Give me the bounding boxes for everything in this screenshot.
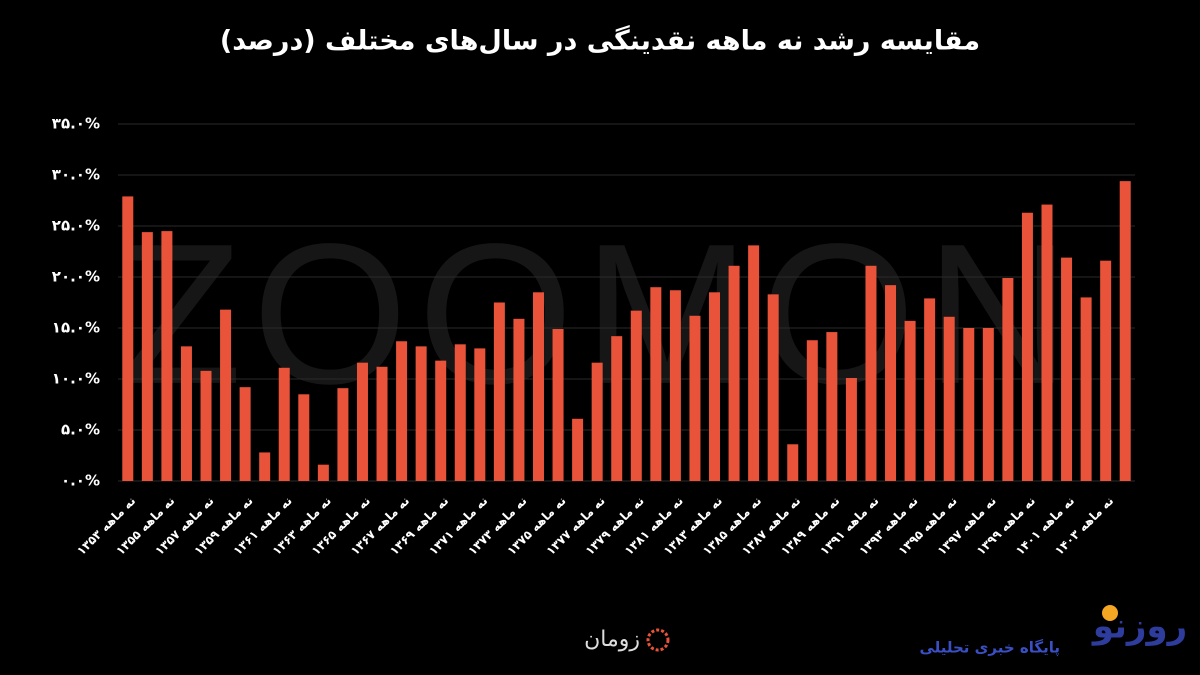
bar bbox=[767, 294, 779, 481]
bar bbox=[1119, 181, 1131, 481]
bar bbox=[963, 328, 975, 481]
bar bbox=[259, 452, 271, 481]
bar bbox=[1061, 257, 1073, 481]
bar bbox=[493, 302, 505, 481]
bar bbox=[356, 362, 368, 481]
brand-name: زومان bbox=[584, 627, 640, 652]
bar bbox=[239, 387, 251, 481]
bar bbox=[1021, 212, 1033, 482]
y-tick-label: ۳۰.۰% bbox=[52, 166, 100, 184]
y-tick-label: ۱۵.۰% bbox=[52, 319, 100, 337]
bar bbox=[1080, 297, 1092, 481]
y-tick-label: ۲۰.۰% bbox=[52, 268, 100, 286]
bar bbox=[317, 464, 329, 481]
bar bbox=[552, 329, 564, 481]
bar bbox=[943, 316, 955, 481]
bar bbox=[787, 444, 799, 481]
bar bbox=[200, 370, 212, 481]
brand-icon bbox=[646, 628, 670, 652]
bar bbox=[161, 231, 173, 481]
bar bbox=[376, 366, 388, 481]
bar bbox=[415, 346, 427, 481]
y-tick-label: ۰.۰% bbox=[61, 472, 100, 490]
bar bbox=[591, 362, 603, 481]
chart-title: مقایسه رشد نه ماهه نقدینگی در سال‌های مخ… bbox=[220, 25, 980, 57]
bar bbox=[689, 315, 701, 481]
y-tick-label: ۱۰.۰% bbox=[52, 370, 100, 388]
bar bbox=[709, 292, 721, 481]
bar bbox=[924, 298, 936, 481]
bar bbox=[122, 196, 134, 482]
y-tick-label: ۵.۰% bbox=[61, 421, 100, 439]
bar bbox=[669, 290, 681, 481]
y-tick-label: ۳۵.۰% bbox=[52, 115, 100, 133]
bar bbox=[220, 309, 232, 481]
bar bbox=[337, 388, 349, 481]
bar bbox=[141, 232, 153, 481]
bar bbox=[396, 341, 408, 481]
bar bbox=[278, 367, 290, 481]
bar bbox=[630, 310, 642, 481]
bar bbox=[865, 265, 877, 481]
bar bbox=[513, 318, 525, 481]
bar bbox=[806, 340, 818, 481]
bar bbox=[532, 292, 544, 481]
bar bbox=[298, 394, 310, 481]
bar bbox=[1100, 260, 1112, 481]
bar bbox=[474, 348, 486, 481]
bar bbox=[826, 332, 838, 481]
tagline: پایگاه خبری تحلیلی bbox=[919, 639, 1060, 658]
bar bbox=[1002, 278, 1014, 481]
bar bbox=[748, 245, 760, 481]
bar bbox=[982, 328, 994, 481]
bar bbox=[845, 377, 857, 481]
bar bbox=[1041, 204, 1053, 481]
y-tick-label: ۲۵.۰% bbox=[52, 217, 100, 235]
logo-dot bbox=[1102, 605, 1118, 621]
bar bbox=[650, 287, 662, 481]
bar bbox=[435, 360, 447, 481]
bar bbox=[611, 336, 623, 481]
bar bbox=[904, 320, 916, 481]
bar bbox=[180, 346, 192, 481]
bar bbox=[885, 285, 897, 481]
bar bbox=[572, 418, 584, 481]
brand: زومان bbox=[584, 627, 670, 652]
bar bbox=[454, 344, 466, 481]
bar bbox=[728, 265, 740, 481]
